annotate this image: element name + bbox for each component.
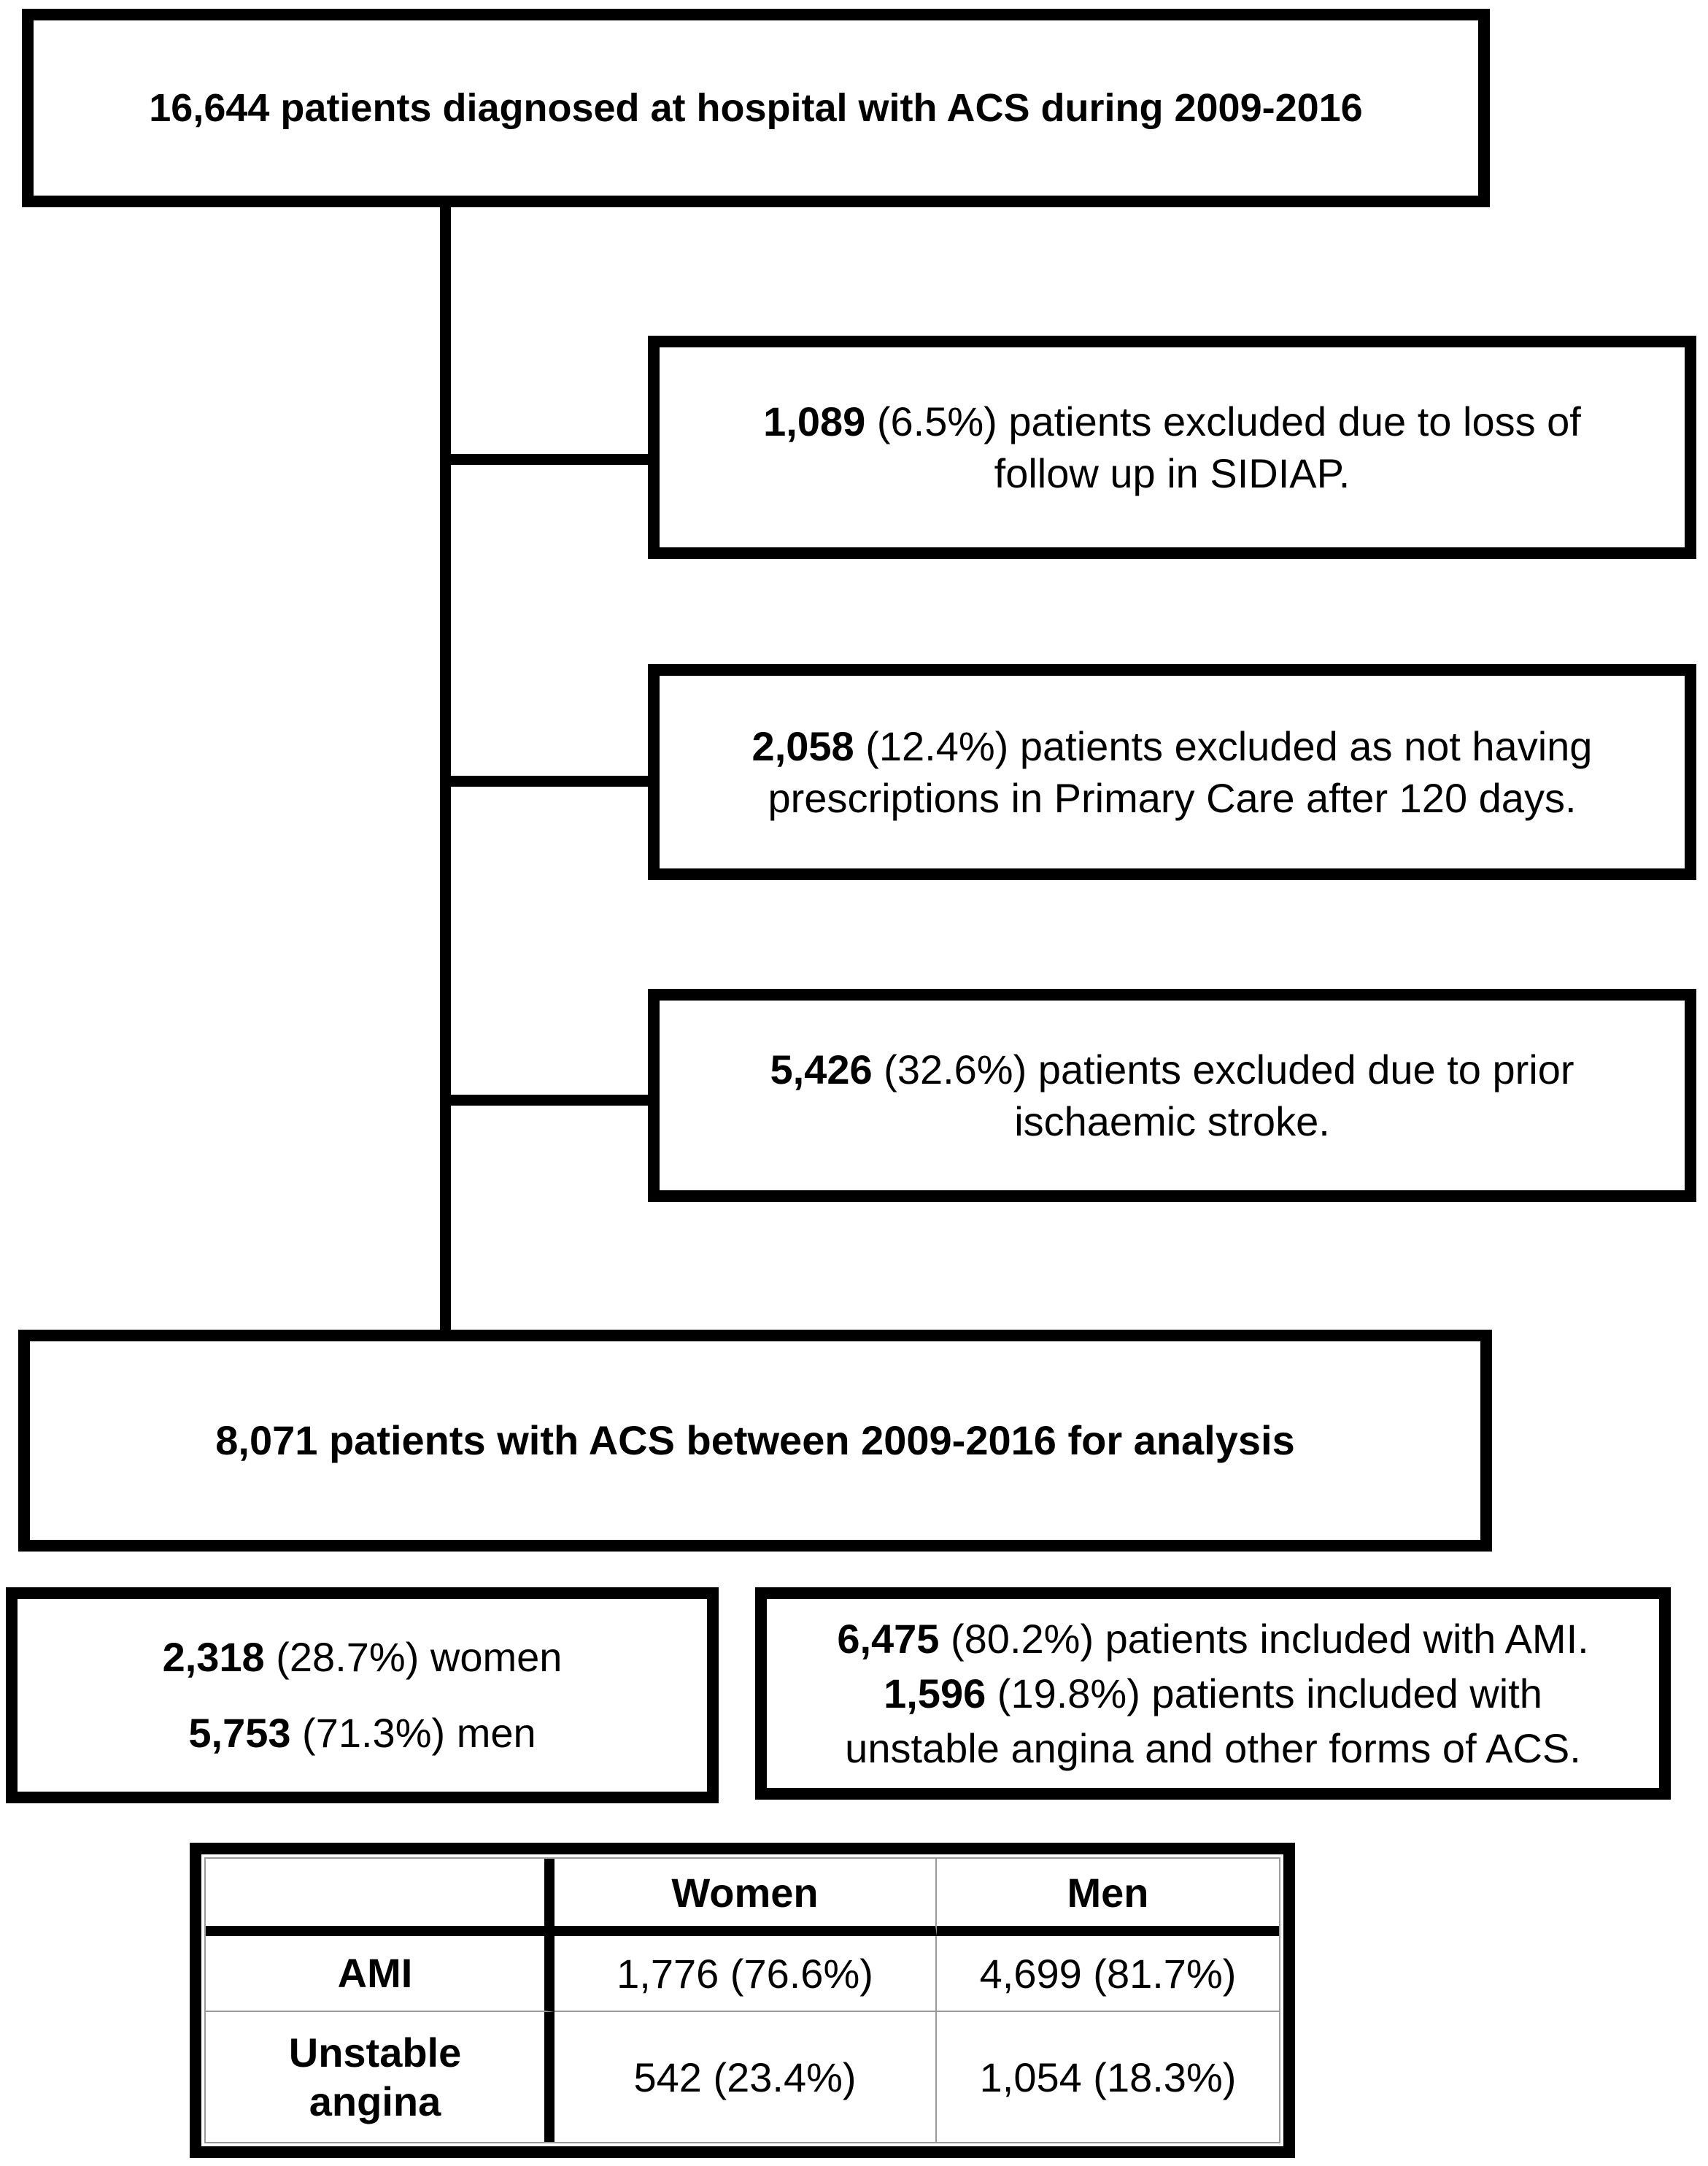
table-row-label-ami: AMI — [206, 1936, 554, 2012]
breakdown-table-grid: Women Men AMI 1,776 (76.6%) 4,699 (81.7%… — [204, 1857, 1280, 2143]
sex-breakdown-text: 2,318 (28.7%) women 5,753 (71.3%) men — [162, 1634, 563, 1756]
connector-branch-2 — [445, 776, 649, 787]
connector-stem — [440, 207, 451, 1330]
acs-type-breakdown-text: 6,475 (80.2%) patients included with AMI… — [837, 1615, 1589, 1772]
table-cell-unstable-men: 1,054 (18.3%) — [979, 2054, 1237, 2100]
table-header-men: Men — [937, 1859, 1279, 1936]
excluded-prescriptions-text: 2,058 (12.4%) patients excluded as not h… — [751, 722, 1593, 821]
connector-branch-3 — [445, 1095, 649, 1106]
analysis-cohort-text: 8,071 patients with ACS between 2009-201… — [215, 1417, 1295, 1464]
table-row-label-unstable-angina: Unstable angina — [206, 2012, 554, 2142]
breakdown-table: Women Men AMI 1,776 (76.6%) 4,699 (81.7%… — [190, 1843, 1295, 2158]
connector-branch-1 — [445, 454, 649, 465]
acs-type-breakdown-box: 6,475 (80.2%) patients included with AMI… — [755, 1587, 1671, 1800]
analysis-cohort-box: 8,071 patients with ACS between 2009-201… — [18, 1330, 1492, 1552]
table-cell-ami-men: 4,699 (81.7%) — [937, 1936, 1279, 2012]
table-cell-ami-women: 1,776 (76.6%) — [554, 1936, 937, 2012]
total-patients-box: 16,644 patients diagnosed at hospital wi… — [22, 9, 1490, 207]
excluded-stroke-box: 5,426 (32.6%) patients excluded due to p… — [648, 989, 1696, 1202]
table-cell-unstable-women: 542 (23.4%) — [554, 2012, 937, 2142]
excluded-prescriptions-box: 2,058 (12.4%) patients excluded as not h… — [648, 664, 1696, 880]
sex-breakdown-box: 2,318 (28.7%) women 5,753 (71.3%) men — [6, 1587, 719, 1803]
excluded-stroke-text: 5,426 (32.6%) patients excluded due to p… — [770, 1046, 1574, 1144]
table-header-women: Women — [554, 1859, 937, 1936]
excluded-followup-box: 1,089 (6.5%) patients excluded due to lo… — [648, 336, 1696, 559]
excluded-followup-text: 1,089 (6.5%) patients excluded due to lo… — [763, 398, 1581, 496]
total-patients-text: 16,644 patients diagnosed at hospital wi… — [149, 85, 1363, 130]
table-header-empty — [206, 1859, 554, 1936]
